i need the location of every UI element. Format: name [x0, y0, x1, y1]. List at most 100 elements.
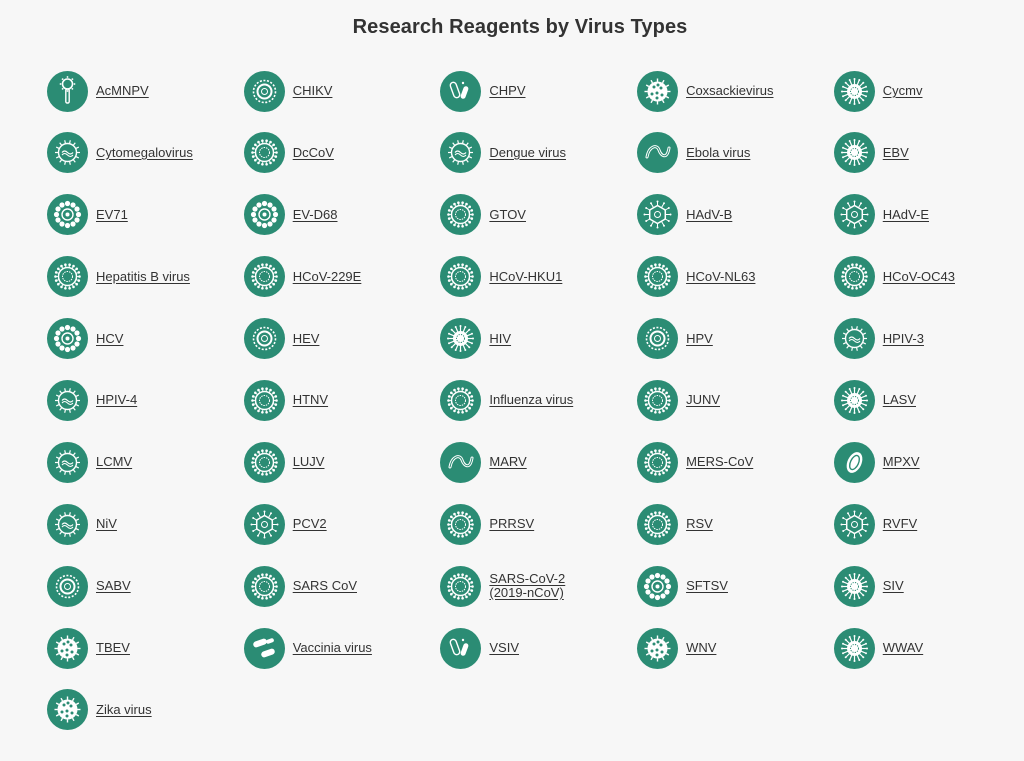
virus-label[interactable]: HTNV: [292, 392, 329, 408]
virus-label[interactable]: SARS CoV: [292, 578, 357, 594]
crown-virus-icon[interactable]: [637, 503, 679, 545]
virus-link-sabv[interactable]: SABV: [47, 564, 244, 608]
spiked-virus-icon[interactable]: [440, 318, 482, 360]
virus-label[interactable]: CHPV: [489, 83, 526, 98]
crown-virus-icon[interactable]: [440, 256, 482, 298]
virus-label[interactable]: LUJV: [292, 454, 325, 470]
virus-link-sftsv[interactable]: SFTSV: [637, 564, 834, 608]
spiked-virus-icon[interactable]: [833, 70, 875, 112]
crown-virus-icon[interactable]: [440, 503, 482, 545]
virus-label[interactable]: SFTSV: [686, 578, 728, 594]
crown-virus-icon[interactable]: [440, 379, 482, 421]
virus-link-pcv2[interactable]: PCV2: [243, 502, 441, 546]
ring-virus-icon[interactable]: [47, 565, 88, 607]
virus-link-vaccinia-virus[interactable]: Vaccinia virus: [243, 626, 441, 670]
virus-label[interactable]: RVFV: [882, 516, 918, 532]
virus-label[interactable]: Zika virus: [96, 701, 152, 717]
virus-label[interactable]: Coxsackievirus: [686, 83, 774, 98]
virus-label[interactable]: SARS-CoV-2 (2019-nCoV): [489, 571, 566, 601]
spiked-virus-icon[interactable]: [833, 565, 875, 607]
virus-label[interactable]: VSIV: [489, 640, 519, 656]
spotted-virus-icon[interactable]: [47, 627, 88, 669]
virus-label[interactable]: TBEV: [96, 640, 130, 656]
virus-label[interactable]: HCoV-229E: [292, 268, 362, 284]
virus-label[interactable]: MPXV: [882, 454, 920, 470]
bullet-virus-icon[interactable]: [440, 70, 482, 112]
hexagon-virus-icon[interactable]: [833, 194, 875, 236]
beaded-virus-icon[interactable]: [47, 194, 88, 236]
virus-link-lujv[interactable]: LUJV: [243, 440, 441, 484]
virus-link-rvfv[interactable]: RVFV: [833, 502, 1024, 546]
virus-label[interactable]: WNV: [686, 640, 717, 656]
virus-label[interactable]: RSV: [686, 516, 713, 532]
core-virus-icon[interactable]: [47, 441, 88, 483]
virus-link-mpxv[interactable]: MPXV: [833, 440, 1024, 484]
virus-link-hcov-nl63[interactable]: HCoV-NL63: [637, 255, 834, 299]
hexagon-virus-icon[interactable]: [243, 503, 285, 545]
beaded-virus-icon[interactable]: [243, 194, 285, 236]
virus-label[interactable]: LCMV: [96, 454, 133, 470]
virus-link-ebola-virus[interactable]: Ebola virus: [637, 131, 834, 175]
virus-link-ev-d68[interactable]: EV-D68: [243, 193, 441, 237]
crown-virus-icon[interactable]: [440, 194, 482, 236]
virus-link-hadv-b[interactable]: HAdV-B: [637, 193, 834, 237]
virus-label[interactable]: WWAV: [882, 640, 924, 656]
virus-link-hpiv-3[interactable]: HPIV-3: [833, 317, 1024, 361]
virus-label[interactable]: HIV: [489, 330, 512, 346]
virus-link-hcv[interactable]: HCV: [47, 317, 244, 361]
virus-label[interactable]: HCoV-NL63: [686, 268, 756, 284]
virus-link-marv[interactable]: MARV: [440, 440, 637, 484]
virus-link-coxsackievirus[interactable]: Coxsackievirus: [637, 69, 834, 113]
virus-link-chpv[interactable]: CHPV: [440, 69, 637, 113]
virus-link-htnv[interactable]: HTNV: [243, 378, 441, 422]
virus-link-hepatitis-b-virus[interactable]: Hepatitis B virus: [47, 255, 244, 299]
crown-virus-icon[interactable]: [637, 379, 679, 421]
hexagon-virus-icon[interactable]: [637, 194, 679, 236]
crown-virus-icon[interactable]: [833, 256, 875, 298]
virus-label[interactable]: Cycmv: [882, 83, 923, 98]
virus-link-niv[interactable]: NiV: [47, 502, 244, 546]
core-virus-icon[interactable]: [47, 503, 88, 545]
virus-label[interactable]: NiV: [96, 516, 117, 532]
beaded-virus-icon[interactable]: [47, 318, 88, 360]
virus-link-hadv-e[interactable]: HAdV-E: [833, 193, 1024, 237]
core-virus-icon[interactable]: [833, 318, 875, 360]
virus-label[interactable]: HPIV-4: [96, 392, 138, 408]
virus-link-hcov-229e[interactable]: HCoV-229E: [243, 255, 441, 299]
oval-virus-icon[interactable]: [833, 441, 875, 483]
virus-label[interactable]: SABV: [96, 578, 131, 594]
spotted-virus-icon[interactable]: [47, 689, 88, 731]
crown-virus-icon[interactable]: [243, 565, 285, 607]
spiked-virus-icon[interactable]: [833, 627, 875, 669]
core-virus-icon[interactable]: [440, 132, 482, 174]
virus-link-cycmv[interactable]: Cycmv: [833, 69, 1024, 113]
virus-link-sars-cov-2-2019-ncov[interactable]: SARS-CoV-2 (2019-nCoV): [440, 564, 637, 608]
ring-virus-icon[interactable]: [637, 318, 679, 360]
hexagon-virus-icon[interactable]: [833, 503, 875, 545]
ring-virus-icon[interactable]: [243, 318, 285, 360]
virus-label[interactable]: HAdV-B: [686, 206, 733, 222]
virus-label[interactable]: EV-D68: [292, 206, 338, 222]
virus-label[interactable]: HPV: [686, 330, 713, 346]
virus-label[interactable]: AcMNPV: [96, 83, 149, 98]
crown-virus-icon[interactable]: [243, 132, 285, 174]
virus-link-siv[interactable]: SIV: [833, 564, 1024, 608]
virus-link-hcov-hku1[interactable]: HCoV-HKU1: [440, 255, 637, 299]
virus-link-prrsv[interactable]: PRRSV: [440, 502, 637, 546]
virus-link-tbev[interactable]: TBEV: [47, 626, 244, 670]
virus-label[interactable]: GTOV: [489, 206, 526, 222]
virus-label[interactable]: HAdV-E: [882, 206, 929, 222]
virus-link-zika-virus[interactable]: Zika virus: [47, 688, 244, 732]
virus-link-acmnpv[interactable]: AcMNPV: [47, 69, 244, 113]
virus-label[interactable]: HCV: [96, 330, 124, 346]
virus-label[interactable]: DcCoV: [292, 144, 334, 160]
spiked-virus-icon[interactable]: [833, 132, 875, 174]
virus-label[interactable]: LASV: [882, 392, 916, 408]
crown-virus-icon[interactable]: [440, 565, 482, 607]
spotted-virus-icon[interactable]: [637, 70, 679, 112]
rod-virus-icon[interactable]: [47, 70, 88, 112]
spiked-virus-icon[interactable]: [833, 379, 875, 421]
filament-virus-icon[interactable]: [440, 441, 482, 483]
virus-link-influenza-virus[interactable]: Influenza virus: [440, 378, 637, 422]
virus-link-hcov-oc43[interactable]: HCoV-OC43: [833, 255, 1024, 299]
